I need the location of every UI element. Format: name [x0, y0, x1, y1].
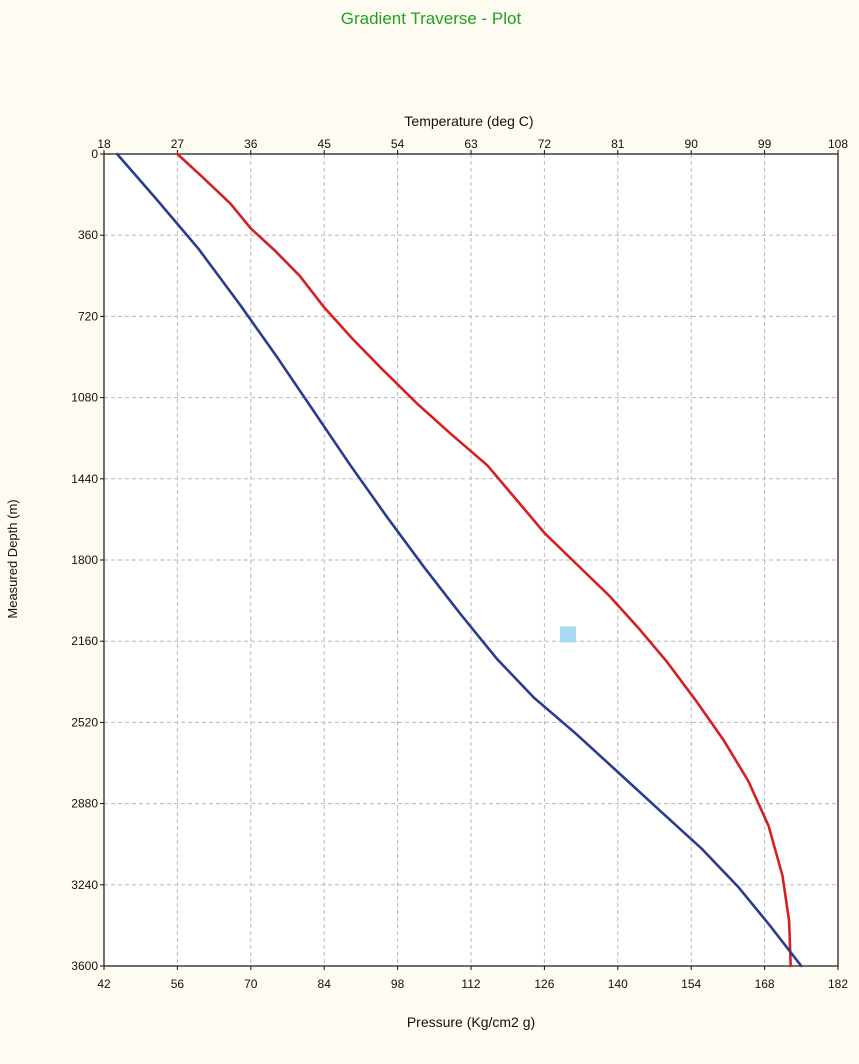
bottom-axis-tick-label: 70	[244, 977, 258, 991]
pressure-series-line	[115, 152, 803, 968]
bottom-axis-tick-label: 84	[318, 977, 332, 991]
y-axis-tick-label: 3240	[71, 878, 98, 892]
y-axis-tick-label: 360	[78, 228, 98, 242]
data-marker	[559, 626, 576, 643]
top-axis-tick-label: 36	[244, 137, 258, 151]
y-axis-tick-label: 2880	[71, 797, 98, 811]
bottom-axis-tick-label: 154	[681, 977, 701, 991]
top-axis-tick-label: 90	[685, 137, 699, 151]
y-axis-tick-label: 720	[78, 309, 98, 323]
top-axis-tick-label: 63	[464, 137, 478, 151]
y-axis-tick-label: 1440	[71, 472, 98, 486]
y-axis-tick-label: 2160	[71, 634, 98, 648]
bottom-axis-tick-label: 112	[461, 977, 480, 991]
top-axis-tick-label: 45	[318, 137, 332, 151]
bottom-axis-tick-label: 42	[97, 977, 111, 991]
y-axis-tick-label: 2520	[71, 715, 98, 729]
top-axis-tick-label: 99	[758, 137, 772, 151]
bottom-axis-tick-label: 140	[608, 977, 628, 991]
bottom-axis-label: Pressure (Kg/cm2 g)	[407, 1014, 535, 1030]
temperature-series-line	[176, 152, 793, 968]
y-axis-tick-label: 1800	[71, 553, 98, 567]
bottom-axis-tick-label: 182	[828, 977, 848, 991]
top-axis-tick-label: 108	[828, 137, 848, 151]
y-axis-tick-label: 1080	[71, 391, 98, 405]
y-axis-tick-label: 3600	[71, 959, 98, 973]
top-axis-tick-label: 81	[611, 137, 625, 151]
chart-title: Gradient Traverse - Plot	[341, 9, 522, 28]
y-axis-label: Measured Depth (m)	[5, 499, 20, 618]
top-axis-tick-label: 72	[538, 137, 552, 151]
top-axis-tick-label: 27	[171, 137, 185, 151]
top-axis-label: Temperature (deg C)	[404, 113, 533, 129]
bottom-axis-tick-label: 56	[171, 977, 185, 991]
plot-layer: 18 27 36 45 54 63 72 81 90 99 108 42 56 70 84 98 112 126 1…	[71, 137, 848, 991]
top-axis-tick-label: 54	[391, 137, 405, 151]
bottom-axis-tick-label: 168	[755, 977, 775, 991]
top-axis-tick-label: 18	[97, 137, 111, 151]
bottom-axis-tick-label: 126	[534, 977, 554, 991]
y-axis-tick-label: 0	[91, 147, 98, 161]
bottom-axis-tick-label: 98	[391, 977, 405, 991]
